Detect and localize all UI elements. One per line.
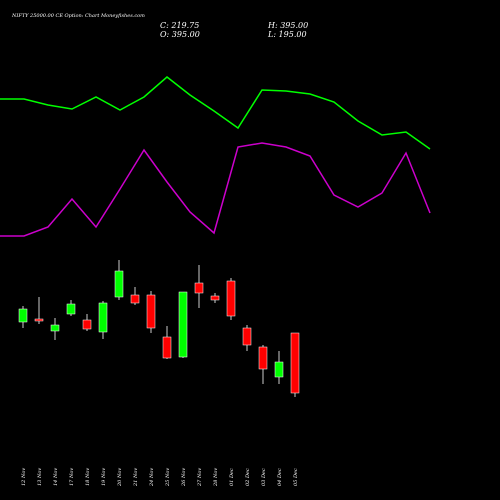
candle-15 xyxy=(242,325,252,351)
candle-body xyxy=(194,282,204,294)
candle-14 xyxy=(226,278,236,320)
candle-body xyxy=(178,291,188,358)
candle-body xyxy=(130,294,140,304)
candle-body xyxy=(34,318,44,322)
candle-10 xyxy=(162,326,172,359)
candle-body xyxy=(146,294,156,329)
candlestick-series xyxy=(18,260,300,397)
x-tick-label: 21 Nov xyxy=(133,468,139,487)
candle-body xyxy=(82,319,92,330)
candle-17 xyxy=(274,351,284,384)
x-tick-label: 19 Nov xyxy=(101,468,107,486)
candle-18 xyxy=(290,332,300,397)
candle-11 xyxy=(178,291,188,358)
candle-12 xyxy=(194,265,204,308)
candle-body xyxy=(98,302,108,333)
candle-body xyxy=(226,280,236,317)
x-tick-label: 05 Dec xyxy=(293,468,299,486)
x-tick-label: 27 Nov xyxy=(197,468,203,487)
candle-1 xyxy=(18,306,28,328)
close-price: C: 219.75 xyxy=(160,21,199,30)
x-tick-label: 25 Nov xyxy=(165,468,171,487)
candle-2 xyxy=(34,297,44,324)
low-price: L: 195.00 xyxy=(267,30,307,39)
x-tick-label: 01 Dec xyxy=(229,468,235,486)
x-tick-label: 04 Dec xyxy=(277,468,283,486)
candle-3 xyxy=(50,318,60,340)
candle-body xyxy=(242,327,252,346)
x-tick-label: 03 Dec xyxy=(261,468,267,486)
candle-body xyxy=(290,332,300,394)
open-price: O: 395.00 xyxy=(160,30,200,39)
x-tick-label: 02 Dec xyxy=(245,468,251,486)
x-tick-label: 13 Nov xyxy=(37,468,43,486)
x-tick-label: 17 Nov xyxy=(69,468,75,486)
candle-body xyxy=(258,346,268,370)
x-tick-label: 18 Nov xyxy=(85,468,91,486)
x-tick-label: 12 Nov xyxy=(21,468,27,486)
candle-body xyxy=(210,295,220,301)
indicator-lines xyxy=(0,76,431,237)
chart-title: NIFTY 25000.00 CE Option: Chart Moneyfis… xyxy=(11,13,145,19)
x-tick-label: 14 Nov xyxy=(53,468,59,486)
candle-4 xyxy=(66,300,76,316)
candle-5 xyxy=(82,314,92,331)
candle-body xyxy=(162,336,172,359)
indicator-line-2 xyxy=(0,142,431,237)
candle-body xyxy=(66,303,76,315)
candle-13 xyxy=(210,293,220,303)
x-axis-ticks: 12 Nov 13 Nov 14 Nov 17 Nov 18 Nov 19 Nov 20 N… xyxy=(21,468,299,487)
candle-body xyxy=(114,270,124,298)
candle-body xyxy=(50,324,60,332)
candle-8 xyxy=(130,287,140,305)
candle-7 xyxy=(114,260,124,300)
x-tick-label: 28 Nov xyxy=(213,468,219,487)
x-tick-label: 26 Nov xyxy=(181,468,187,487)
high-price: H: 395.00 xyxy=(267,21,308,30)
candle-body xyxy=(18,308,28,323)
indicator-line-1 xyxy=(0,76,431,150)
candle-6 xyxy=(98,301,108,339)
candle-9 xyxy=(146,291,156,333)
candle-16 xyxy=(258,345,268,384)
candle-body xyxy=(274,361,284,378)
x-tick-label: 20 Nov xyxy=(117,468,123,487)
x-tick-label: 24 Nov xyxy=(149,468,155,487)
